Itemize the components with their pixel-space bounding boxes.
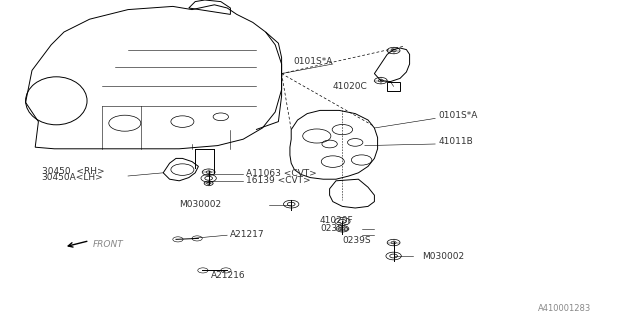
Text: M030002: M030002: [179, 200, 221, 209]
Text: 41020C: 41020C: [333, 82, 367, 91]
Text: A410001283: A410001283: [538, 304, 591, 313]
Text: A11063 <CVT>: A11063 <CVT>: [246, 169, 317, 178]
Text: 41011B: 41011B: [438, 137, 473, 146]
Text: 41020F: 41020F: [320, 216, 354, 225]
Text: 0101S*A: 0101S*A: [293, 57, 333, 66]
Text: A21216: A21216: [211, 271, 246, 280]
Text: 0101S*A: 0101S*A: [438, 111, 478, 120]
Text: 30450A<LH>: 30450A<LH>: [42, 173, 103, 182]
Text: M030002: M030002: [422, 252, 465, 261]
Text: A21217: A21217: [230, 230, 265, 239]
Text: FRONT: FRONT: [93, 240, 124, 249]
Text: 0239S: 0239S: [342, 236, 371, 245]
Text: 30450  <RH>: 30450 <RH>: [42, 167, 104, 176]
Text: 0238S: 0238S: [320, 224, 349, 233]
Text: 16139 <CVT>: 16139 <CVT>: [246, 176, 311, 185]
